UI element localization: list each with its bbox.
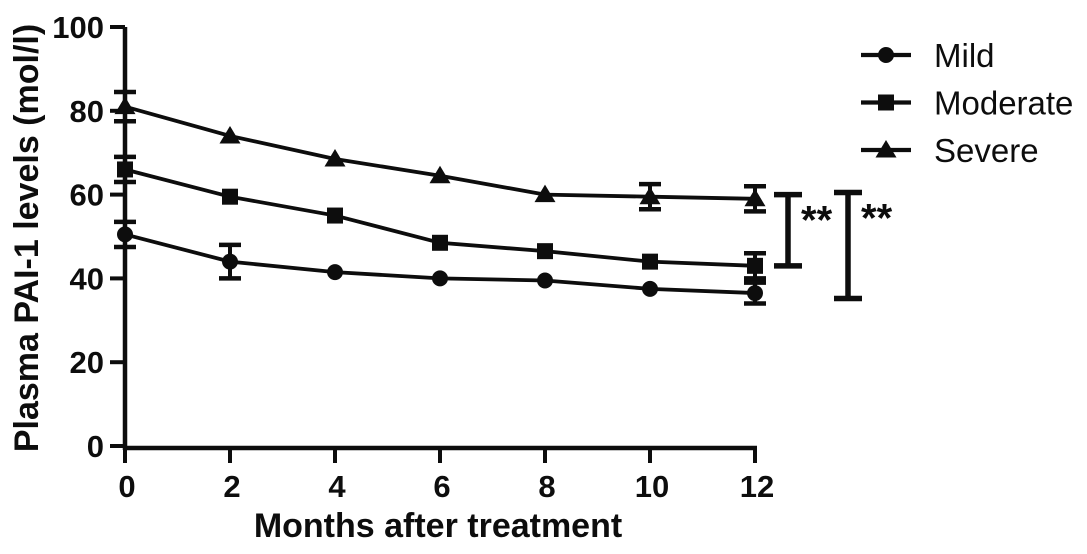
- legend-triangle-icon: [875, 140, 897, 158]
- data-point-severe: [114, 96, 136, 115]
- y-axis-title: Plasma PAI-1 levels (mol/l): [8, 24, 46, 452]
- data-point-moderate: [537, 243, 553, 260]
- x-axis-title: Months after treatment: [254, 507, 622, 545]
- series-severe: [114, 89, 766, 214]
- legend-item-severe: Severe: [861, 132, 1039, 169]
- series-mild: [114, 219, 766, 306]
- legend-circle-icon: [878, 47, 894, 63]
- legend-label: Mild: [934, 37, 995, 74]
- data-point-mild: [117, 226, 133, 243]
- y-tick-label: 40: [70, 261, 104, 296]
- data-point-moderate: [432, 234, 448, 251]
- data-point-moderate: [327, 207, 343, 224]
- data-point-moderate: [642, 253, 658, 270]
- x-tick-label: 2: [223, 469, 240, 504]
- legend: Mild Moderate Severe: [861, 37, 1073, 169]
- data-point-severe: [534, 184, 556, 203]
- x-tick-label: 0: [118, 469, 135, 504]
- data-point-moderate: [747, 257, 763, 274]
- data-point-severe: [219, 125, 241, 144]
- data-point-moderate: [222, 188, 238, 205]
- legend-item-moderate: Moderate: [861, 85, 1073, 122]
- data-point-severe: [324, 148, 346, 167]
- y-tick-label: 100: [52, 10, 104, 45]
- legend-label: Severe: [934, 132, 1039, 169]
- legend-item-mild: Mild: [861, 37, 995, 74]
- data-point-severe: [429, 165, 451, 184]
- data-point-mild: [222, 253, 238, 270]
- data-point-mild: [747, 285, 763, 302]
- y-tick-label: 0: [87, 429, 104, 464]
- x-tick-label: 10: [635, 469, 669, 504]
- data-point-mild: [432, 270, 448, 287]
- data-point-mild: [642, 280, 658, 297]
- significance-label: **: [801, 199, 833, 243]
- x-tick-label: 12: [740, 469, 774, 504]
- x-tick-label: 4: [328, 469, 346, 504]
- y-tick-label: 20: [70, 345, 104, 380]
- x-tick-label: 8: [538, 469, 555, 504]
- y-tick-label: 80: [70, 94, 104, 129]
- data-point-severe: [639, 186, 661, 205]
- legend-label: Moderate: [934, 85, 1073, 122]
- legend-square-icon: [878, 94, 894, 111]
- significance-bracket-1: **: [774, 191, 833, 269]
- data-point-moderate: [117, 161, 133, 178]
- data-point-severe: [744, 188, 766, 207]
- data-point-mild: [327, 264, 343, 281]
- significance-label: **: [861, 197, 893, 241]
- x-tick-label: 6: [433, 469, 450, 504]
- y-tick-label: 60: [70, 178, 104, 213]
- data-point-mild: [537, 272, 553, 289]
- significance-bracket-2: **: [834, 189, 893, 302]
- series-moderate: [114, 154, 766, 281]
